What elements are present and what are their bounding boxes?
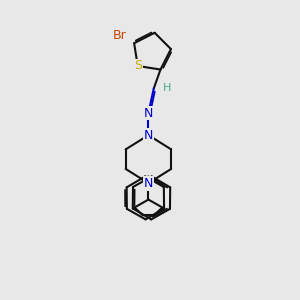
Text: S: S — [134, 59, 142, 72]
Text: N: N — [144, 106, 153, 120]
Text: H: H — [163, 83, 171, 93]
Text: N: N — [144, 177, 153, 190]
Text: Br: Br — [112, 29, 126, 42]
Text: N: N — [144, 129, 153, 142]
